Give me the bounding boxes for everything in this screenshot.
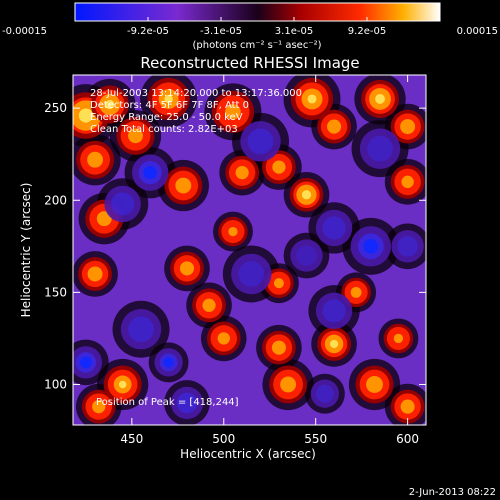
heatmap-positive-source [103, 365, 142, 404]
colorbar-tick-label: 9.2e-05 [348, 26, 386, 37]
heatmap-positive-source [361, 79, 400, 118]
y-axis-tick-label: 200 [44, 193, 67, 207]
colorbar-tick-label: 0.00015 [457, 26, 498, 37]
heatmap-positive-source [341, 277, 371, 308]
colorbar-ticks: -0.00015 -9.2e-05 -3.1e-05 3.1e-05 9.2e-05 0.… [2, 17, 498, 37]
chart-title: Reconstructed RHESSI Image [140, 54, 359, 72]
heatmap-negative-source [310, 379, 340, 408]
heatmap-positive-source [90, 85, 129, 124]
heatmap-positive-source [225, 155, 260, 190]
heatmap-positive-source [383, 323, 414, 354]
axis-ticks: 450 500 550 600 100 150 200 250 [44, 75, 426, 446]
x-axis-tick-label: 450 [120, 432, 143, 446]
heatmap-positive-source [192, 288, 226, 323]
heatmap-negative-source [350, 226, 392, 267]
colorbar-units-label: (photons cm⁻² s⁻¹ asec⁻²) [192, 40, 321, 51]
heatmap-positive-source [269, 365, 308, 404]
annotation-clean: Clean Total counts: 2.82E+03 [90, 124, 238, 135]
heatmap-positive-source [164, 166, 203, 205]
heatmap-positive-source [147, 77, 190, 121]
plot-frame [72, 74, 427, 426]
heatmap-negative-source [170, 386, 204, 420]
x-axis-tick-label: 600 [396, 432, 419, 446]
heatmap-positive-source [390, 109, 425, 144]
heatmap-positive-source [81, 389, 116, 424]
heatmap-positive-source [76, 140, 115, 179]
colorbar-tick-label: -9.2e-05 [127, 26, 169, 37]
heatmap-negative-source [315, 292, 353, 329]
colorbar [74, 2, 441, 22]
heatmap-negative-source [391, 230, 424, 263]
colorbar-tick-label: 3.1e-05 [275, 26, 313, 37]
heatmap-negative-source [240, 121, 281, 162]
heatmap-positive-source [290, 77, 334, 121]
heatmap-positive-source [289, 177, 324, 212]
y-axis-label: Heliocentric Y (arcsec) [19, 183, 33, 318]
y-axis-tick-label: 150 [44, 285, 67, 299]
heatmap-positive-source [317, 327, 351, 361]
heatmap-positive-source [116, 116, 155, 155]
x-axis-tick-label: 550 [304, 432, 327, 446]
heatmap-negative-source [132, 154, 169, 191]
heatmap-positive-source [206, 321, 241, 356]
heatmap-positive-source [390, 389, 425, 424]
heatmap-positive-source [170, 251, 204, 286]
heatmap-negative-source [73, 346, 103, 379]
heatmap-negative-source [290, 239, 323, 272]
heatmap-positive-source [218, 216, 248, 247]
annotation-peak: Position of Peak = [418,244] [96, 397, 239, 408]
heatmap-negative-source [231, 253, 272, 295]
y-axis-tick-label: 100 [44, 377, 67, 391]
heatmap-negative-source [154, 348, 183, 377]
heatmap-positive-source [390, 164, 425, 199]
y-axis-tick-label: 250 [44, 101, 67, 115]
heatmap-layer [73, 75, 426, 425]
heatmap-positive-source [264, 268, 294, 298]
heatmap-negative-source [104, 185, 141, 223]
plot-annotations: 28-Jul-2003 13:14:20.000 to 13:17:36.000… [90, 88, 302, 408]
heatmap-positive-source [262, 330, 296, 365]
heatmap-positive-source [317, 109, 351, 144]
heatmap-positive-source [78, 257, 112, 291]
annotation-energy: Energy Range: 25.0 - 50.0 keV [90, 112, 243, 123]
colorbar-tick-label: -0.00015 [2, 26, 47, 37]
footer-date: 2-Jun-2013 08:22 [409, 487, 496, 498]
colorbar-tick-label: -3.1e-05 [200, 26, 242, 37]
heatmap-negative-source [120, 308, 162, 350]
heatmap-positive-source [355, 365, 394, 404]
heatmap-negative-source [315, 209, 353, 247]
annotation-detectors: Detectors: 4F 5F 6F 7F 8F, Att 0 [90, 100, 249, 111]
annotation-time: 28-Jul-2003 13:14:20.000 to 13:17:36.000 [90, 88, 302, 99]
heatmap-negative-source [359, 128, 401, 169]
x-axis-tick-label: 500 [212, 432, 235, 446]
heatmap-positive-source [211, 90, 255, 133]
x-axis-label: Heliocentric X (arcsec) [180, 447, 316, 461]
